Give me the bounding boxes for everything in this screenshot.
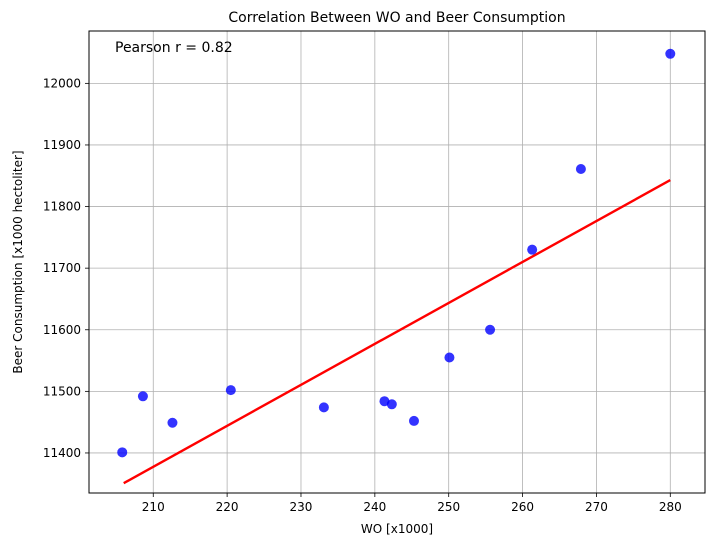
data-point [318,402,329,413]
x-tick-label: 240 [363,500,386,514]
grid-lines [89,31,705,493]
data-point [665,48,676,59]
data-point [485,324,496,335]
plot-area [88,30,706,494]
x-tick-label: 250 [437,500,460,514]
data-point [225,385,236,396]
data-point [167,417,178,428]
y-axis-label: Beer Consumption [x1000 hectoliter] [11,150,25,373]
y-tick-label: 11600 [43,323,81,337]
data-points [117,48,676,458]
x-tick-label: 230 [290,500,313,514]
y-tick-label: 11400 [43,446,81,460]
x-tick-label: 260 [511,500,534,514]
chart-title: Correlation Between WO and Beer Consumpt… [228,10,565,26]
data-point [408,415,419,426]
x-tick-label: 280 [659,500,682,514]
y-tick-label: 11900 [43,138,81,152]
regression-line-layer [123,179,671,485]
y-tick-label: 11800 [43,200,81,214]
x-tick-label: 270 [585,500,608,514]
data-point [137,391,148,402]
data-point [575,163,586,174]
y-tick-label: 11700 [43,261,81,275]
axes-frame [88,30,706,494]
data-point [117,447,128,458]
pearson-annotation: Pearson r = 0.82 [115,40,233,56]
data-point [527,244,538,255]
axis-ticks: 210 220 230 240 250 260 270 280 11400 11500 11600 1… [43,76,682,514]
x-tick-label: 210 [142,500,165,514]
data-point [444,352,455,363]
x-tick-label: 220 [216,500,239,514]
regression-line [123,179,671,485]
y-tick-label: 11500 [43,384,81,398]
x-axis-label: WO [x1000] [361,522,433,536]
data-point [386,399,397,410]
y-tick-label: 12000 [43,76,81,90]
